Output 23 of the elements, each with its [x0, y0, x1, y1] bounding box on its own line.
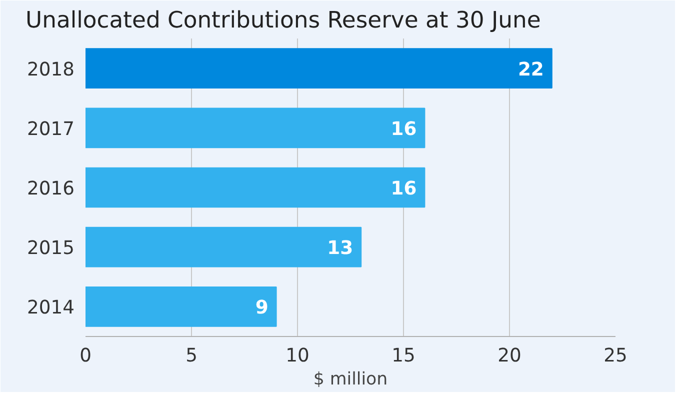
x-tick-label: 20 — [498, 346, 522, 366]
bar — [86, 286, 277, 327]
x-tick-label: 15 — [392, 346, 416, 366]
data-label: 9 — [255, 298, 268, 319]
bar — [86, 48, 552, 88]
bar — [86, 108, 426, 148]
data-label: 16 — [390, 178, 417, 200]
y-tick-label: 2015 — [27, 238, 75, 260]
x-tick-label: 0 — [80, 346, 92, 366]
bar — [86, 226, 362, 268]
x-axis-title: $ million — [313, 370, 388, 390]
y-tick-label: 2016 — [27, 178, 75, 200]
y-tick-label: 2017 — [27, 118, 75, 140]
y-tick-label: 2018 — [27, 59, 75, 80]
x-tick-label: 10 — [286, 346, 310, 366]
x-tick-label: 5 — [186, 346, 198, 366]
bar — [86, 167, 426, 208]
y-tick-label: 2014 — [27, 298, 75, 319]
data-label: 16 — [390, 118, 417, 140]
data-label: 22 — [518, 59, 544, 80]
x-tick-label: 25 — [604, 346, 628, 366]
chart-title: Unallocated Contributions Reserve at 30 June — [26, 8, 541, 34]
data-label: 13 — [327, 238, 354, 260]
